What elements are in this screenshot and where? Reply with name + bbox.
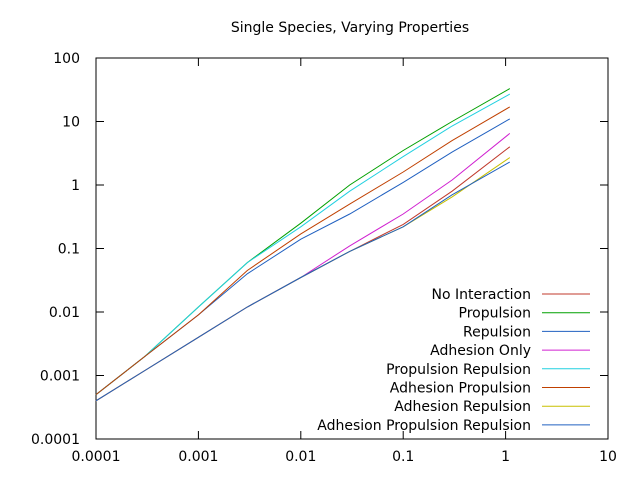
y-tick-label: 100 <box>53 51 80 67</box>
x-axis: 0.0001 0.001 0.01 0.1 1 10 <box>72 58 617 465</box>
legend-label: Adhesion Propulsion Repulsion <box>317 418 531 434</box>
series-line-4 <box>95 133 511 402</box>
y-axis: 0.0001 0.001 0.01 0.1 1 10 100 <box>31 51 608 448</box>
y-tick-label: 0.1 <box>58 242 80 258</box>
x-tick-label: 10 <box>599 449 617 465</box>
series-line-5 <box>95 93 511 395</box>
series-lines <box>95 88 511 402</box>
y-tick-label: 1 <box>71 178 80 194</box>
legend-label: Adhesion Propulsion <box>390 381 531 397</box>
y-tick-label: 0.0001 <box>31 432 80 448</box>
legend-label: Adhesion Only <box>430 343 531 359</box>
legend-label: No Interaction <box>432 287 531 303</box>
x-tick-label: 0.0001 <box>72 449 121 465</box>
legend-label: Repulsion <box>463 324 531 340</box>
series-line-8 <box>95 161 511 402</box>
x-tick-label: 0.1 <box>392 449 414 465</box>
x-tick-label: 0.01 <box>285 449 316 465</box>
legend-label: Adhesion Repulsion <box>394 399 531 415</box>
legend-label: Propulsion Repulsion <box>386 362 531 378</box>
legend-label: Propulsion <box>459 306 531 322</box>
y-tick-label: 0.001 <box>40 369 80 385</box>
x-tick-label: 1 <box>501 449 510 465</box>
series-line-6 <box>95 106 511 395</box>
legend: No Interaction Propulsion Repulsion Adhesio… <box>317 287 590 434</box>
chart-title: Single Species, Varying Properties <box>231 20 469 36</box>
x-tick-label: 0.001 <box>178 449 218 465</box>
y-tick-label: 0.01 <box>49 305 80 321</box>
plot-frame <box>95 57 609 440</box>
y-tick-label: 10 <box>62 115 80 131</box>
